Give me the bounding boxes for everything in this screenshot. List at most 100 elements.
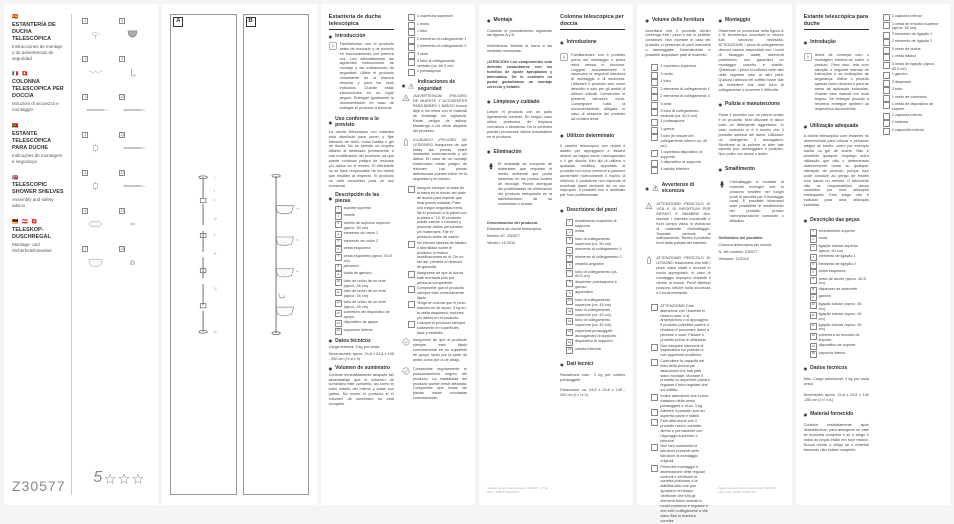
svg-text:12: 12 — [214, 287, 218, 291]
sub-supply-pt: Material fornecido — [804, 411, 869, 418]
sub-intro-pt: Introdução — [804, 39, 869, 46]
sub-mount: Montaje — [487, 17, 552, 24]
list-item: tubo di collegamento (ca. 60,5 cm) — [566, 270, 625, 280]
list-item: Tenga en cuenta que el peso máximo es de… — [408, 301, 467, 321]
product-title: TELESKOP-DUSCHREGAL — [12, 227, 65, 241]
lang-it: 🇮🇹 🇨🇭 COLONNA TELESCOPICA PER DOCCIA Ist… — [12, 71, 65, 113]
supply-list-pt: 1 capucha inferior1 cesta de encosto sup… — [877, 14, 942, 135]
list-item: 3 cesto de duche — [883, 47, 942, 54]
list-item: 1 cesto de cobertura — [883, 95, 942, 102]
list-item: 2 dispenser — [883, 80, 942, 87]
svg-text:50cm: 50cm — [106, 110, 110, 112]
list-item: No efectúe labores de taladro o atornill… — [408, 241, 467, 271]
list-item: rivestimento superiore di supporto — [566, 219, 625, 229]
sub-supply: Volumen de suministro — [329, 365, 394, 372]
list-item: tubo di collegamento superiore (ca. 45 c… — [566, 298, 625, 308]
sub-safety: ! Indicaciones de seguridad — [402, 79, 467, 92]
list-item: 2 elemento di collegamento 1 — [408, 37, 467, 44]
flag-icon: 🇪🇸 — [12, 14, 65, 21]
subtitle: Istruzioni di sicurezza e montaggio — [12, 101, 65, 113]
list-item: muelle — [335, 213, 394, 220]
list-item: 1 tubo — [408, 29, 467, 36]
list-item: elemento de unión 2 — [335, 239, 394, 246]
list-item: soporte superior — [335, 206, 394, 213]
section-head: Estantería de ducha telescópica — [329, 14, 394, 30]
lang-pt: 🇵🇹 ESTANTE TELESCÓPICA PARA DUCHE Indica… — [12, 123, 65, 165]
star-icon — [104, 473, 116, 485]
svg-text:!: ! — [405, 96, 406, 101]
sub-desc-it: Descrizione dei pezzi — [560, 207, 625, 214]
product-title: ESTANTERÍA DE DUCHA TELESCÓPICA — [12, 22, 65, 43]
list-item: cobertura do encosto de suporte — [810, 333, 869, 343]
parts-list-it: rivestimento superiore di supportomolla t… — [560, 219, 625, 354]
list-item: 2 elemento de ligação 1 — [883, 32, 942, 39]
page-5: Volume della fornitura Accertarsi che il… — [637, 4, 791, 505]
list-item: cesta esquinera (aprox. 60,5 cm) — [335, 254, 394, 264]
parts-diagram: 1 8 2 9 350cm 1045cm 4 1145cm 5 1245cm 6… — [71, 14, 150, 495]
star-rating: 5 — [93, 468, 144, 489]
list-item: ligação tubular superior (aprox. 50 cm) — [810, 244, 869, 254]
star-icon — [118, 473, 130, 485]
sub-tech-pt: Dados técnicos — [804, 365, 869, 372]
page-4: Montaje Consulte el procedimiento siguie… — [479, 4, 633, 505]
list-item: 1 molla — [651, 72, 710, 79]
svg-text:i: i — [564, 54, 565, 59]
lang-de: 🇩🇪 🇦🇹 🇨🇭 TELESKOP-DUSCHREGAL Montage- un… — [12, 219, 65, 253]
list-item: Allestire il prodotto solo su superfici … — [651, 409, 710, 419]
check-icon — [402, 367, 410, 375]
parts-list-pt: revestimento superiormolaligação tubular… — [804, 229, 869, 359]
part-5: 5 — [82, 170, 109, 202]
list-item: molla — [566, 229, 625, 236]
list-item: dispositivo di supporto — [566, 339, 625, 346]
list-item: tubo de unión de un nivel (aprox. 45 cm) — [335, 289, 394, 299]
flag-icon: 🇵🇹 — [12, 123, 65, 130]
svg-text:45cm: 45cm — [143, 148, 147, 150]
list-item: dispositivo de apoyo — [335, 320, 394, 327]
sub-use-it: Utilizzo determinato — [560, 133, 625, 140]
list-item: 1 gancio — [651, 127, 710, 134]
list-item: 3 tubi (le misure del collegamento inter… — [651, 134, 710, 149]
list-item: mola — [810, 236, 869, 243]
list-item: 3 cesto de ligação (aprox. 60,5 cm) — [883, 62, 942, 72]
svg-text:!: ! — [655, 187, 656, 191]
intro-text: Familiarícese con el producto antes de m… — [340, 42, 394, 111]
lang-gb: 🇬🇧 TELESCOPIC SHOWER SHELVES Assembly an… — [12, 175, 65, 209]
part-7: 7 — [82, 246, 109, 278]
hand-icon — [645, 256, 653, 264]
sub-desc: Descripción de las piezas — [329, 192, 394, 205]
svg-text:3kg: 3kg — [295, 208, 299, 210]
svg-text:3: 3 — [214, 188, 216, 192]
list-item: elemento di collegamento 2 — [566, 255, 625, 262]
list-item: 1 dispositivo di supporto — [651, 160, 710, 167]
list-item: 3 tubo — [883, 87, 942, 94]
subtitle: Montage- und Sicherheitshinweise — [12, 242, 65, 254]
list-item: tubo de unión de un nivel (aprox. 45 cm) — [335, 279, 394, 289]
list-item: 1 capuchão inferior — [883, 128, 942, 135]
list-item: 2 elemento di collegamento 2 — [651, 94, 710, 101]
part-14: 14 — [119, 246, 146, 278]
svg-text:11: 11 — [214, 252, 217, 256]
svg-text:15: 15 — [214, 330, 218, 334]
part-9: 9 — [119, 56, 146, 88]
list-item: 3 tubo di collegamento centrale (ca. 60,… — [651, 109, 710, 119]
section-head-pt: Estante telescópica para duche — [804, 14, 869, 30]
list-item: Inoltre attenzione che il peso massimo d… — [651, 394, 710, 409]
subtitle: Assembly and safety advice — [12, 197, 65, 209]
list-item: Non fare solamente le istruzioni present… — [651, 444, 710, 464]
list-item: jabonera — [335, 264, 394, 271]
svg-text:45cm: 45cm — [143, 110, 147, 112]
list-item: Prima del montaggio e sistemazione delle… — [651, 465, 710, 524]
list-item: elemento di collegamento 1 — [566, 247, 625, 254]
list-item: ligação tubular (aprox. 45 cm) — [810, 312, 869, 322]
diagram-label-a: A — [173, 17, 183, 27]
supply-list-it: 1 copertura superiore1 molla1 tubo2 elem… — [645, 64, 710, 175]
list-item: 1 capucha inferior — [883, 14, 942, 21]
list-item: 2 elemento di collegamento 2 — [408, 44, 467, 51]
list-item: 1 copertura superiore — [408, 14, 467, 21]
svg-text:!: ! — [649, 204, 650, 209]
list-item: dispositivo de suporte — [810, 343, 869, 350]
info-icon: i — [329, 42, 337, 50]
star-icon — [132, 473, 144, 485]
list-item: ligação tubular (aprox. 45 cm) — [810, 302, 869, 312]
list-item: capucha inferior — [810, 351, 869, 358]
